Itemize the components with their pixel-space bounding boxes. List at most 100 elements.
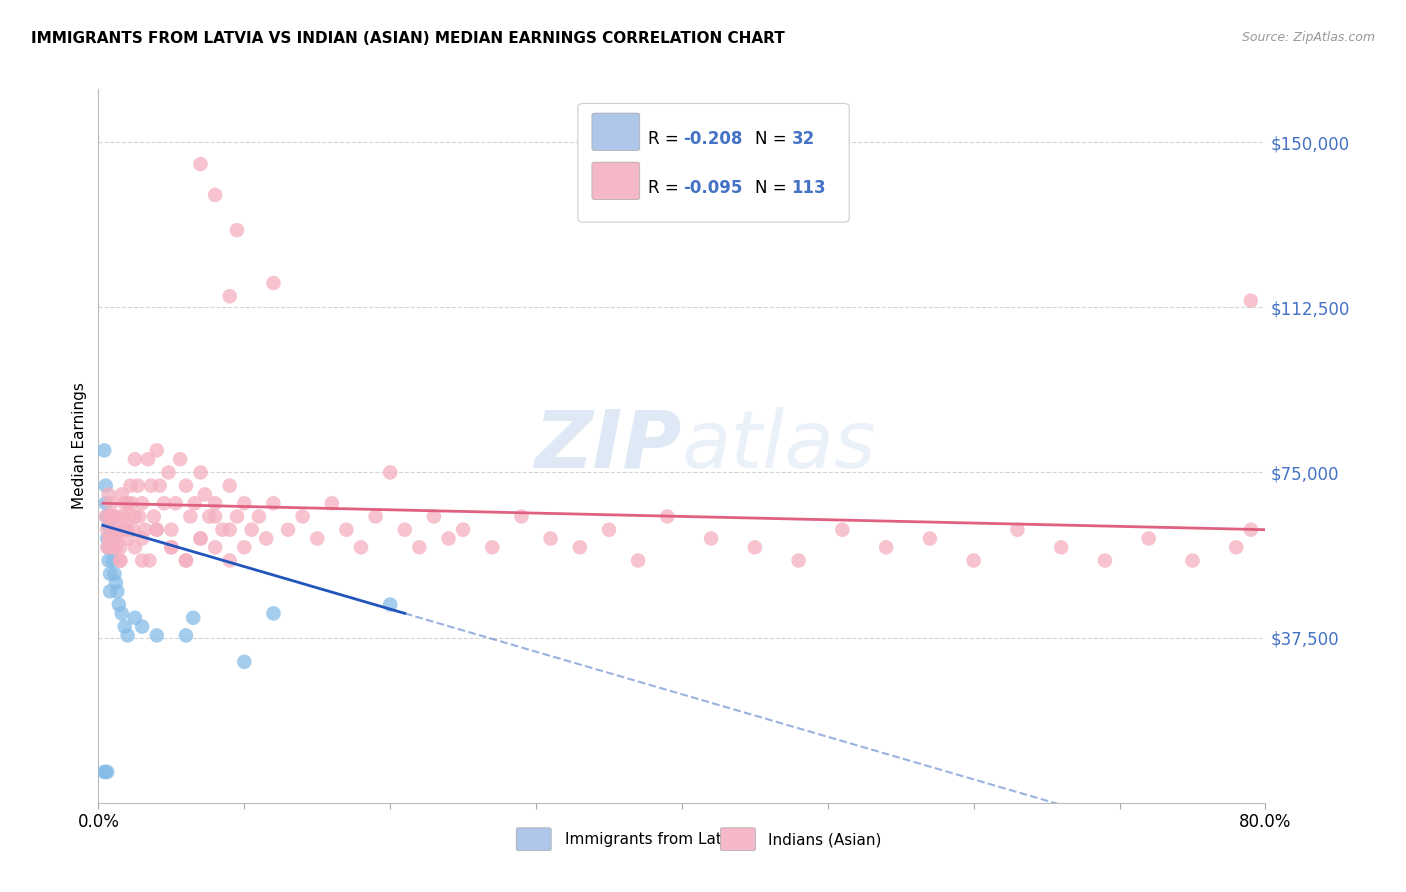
Point <box>103 566 125 581</box>
Point <box>96 541 118 555</box>
Point <box>233 541 256 555</box>
Point <box>226 223 249 237</box>
Point <box>100 496 122 510</box>
Point <box>114 523 136 537</box>
Point <box>211 523 233 537</box>
Point <box>112 509 135 524</box>
Point <box>136 452 159 467</box>
Point <box>1050 541 1073 555</box>
Point <box>1137 532 1160 546</box>
Text: 32: 32 <box>792 130 815 148</box>
Point <box>100 532 122 546</box>
Text: Immigrants from Latvia: Immigrants from Latvia <box>565 832 745 847</box>
Point <box>124 452 146 467</box>
Point <box>179 509 201 524</box>
Point <box>104 541 127 555</box>
Point <box>408 541 430 555</box>
Point <box>321 496 343 510</box>
Point <box>121 496 143 510</box>
Point <box>831 523 853 537</box>
Point <box>204 541 226 555</box>
Point <box>233 655 256 669</box>
Point <box>1240 523 1263 537</box>
Point <box>103 523 125 537</box>
Point <box>160 523 183 537</box>
Point <box>117 496 139 510</box>
Point <box>94 478 117 492</box>
Point <box>110 541 132 555</box>
Text: IMMIGRANTS FROM LATVIA VS INDIAN (ASIAN) MEDIAN EARNINGS CORRELATION CHART: IMMIGRANTS FROM LATVIA VS INDIAN (ASIAN)… <box>31 31 785 46</box>
Point <box>131 496 153 510</box>
Text: atlas: atlas <box>682 407 877 485</box>
Point <box>700 532 723 546</box>
Point <box>96 532 118 546</box>
Point <box>142 509 165 524</box>
Point <box>174 553 197 567</box>
Point <box>110 553 132 567</box>
Point <box>98 509 121 524</box>
Point <box>160 541 183 555</box>
Point <box>291 509 314 524</box>
Point <box>101 541 124 555</box>
Point <box>262 607 284 621</box>
Point <box>218 478 240 492</box>
Point <box>146 443 169 458</box>
Point <box>124 541 146 555</box>
Point <box>233 496 256 510</box>
Point <box>254 532 277 546</box>
Point <box>104 575 127 590</box>
Point <box>350 541 373 555</box>
Text: ZIP: ZIP <box>534 407 682 485</box>
Point <box>218 553 240 567</box>
Point <box>101 509 124 524</box>
Point <box>190 157 212 171</box>
Point <box>204 509 226 524</box>
Point <box>240 523 263 537</box>
Point <box>194 487 217 501</box>
Text: R =: R = <box>648 130 685 148</box>
Point <box>598 523 620 537</box>
Point <box>97 487 120 501</box>
Point <box>540 532 562 546</box>
Point <box>481 541 503 555</box>
Point <box>100 532 122 546</box>
Point <box>139 478 162 492</box>
Point <box>335 523 357 537</box>
Point <box>380 466 402 480</box>
Point <box>98 541 121 555</box>
Point <box>94 509 117 524</box>
Point <box>108 598 131 612</box>
Point <box>117 628 139 642</box>
Text: Indians (Asian): Indians (Asian) <box>768 832 882 847</box>
Point <box>101 553 124 567</box>
Point <box>131 532 153 546</box>
Point <box>134 523 156 537</box>
Point <box>111 607 134 621</box>
Point <box>364 509 387 524</box>
Point <box>262 276 284 290</box>
Point <box>451 523 474 537</box>
Point <box>138 553 160 567</box>
Point <box>204 188 226 202</box>
Point <box>198 509 221 524</box>
Point <box>96 523 118 537</box>
Point <box>174 478 197 492</box>
Point <box>1094 553 1116 567</box>
Point <box>153 496 176 510</box>
Text: -0.095: -0.095 <box>683 179 742 197</box>
Point <box>875 541 897 555</box>
Text: 113: 113 <box>792 179 827 197</box>
Point <box>124 611 146 625</box>
Point <box>218 523 240 537</box>
Text: N =: N = <box>755 130 792 148</box>
Y-axis label: Median Earnings: Median Earnings <box>72 383 87 509</box>
Point <box>127 478 149 492</box>
Point <box>744 541 766 555</box>
Point <box>190 466 212 480</box>
Point <box>165 496 187 510</box>
Point <box>146 628 169 642</box>
FancyBboxPatch shape <box>516 828 551 851</box>
Point <box>568 541 591 555</box>
Point <box>380 598 402 612</box>
Text: R =: R = <box>648 179 685 197</box>
